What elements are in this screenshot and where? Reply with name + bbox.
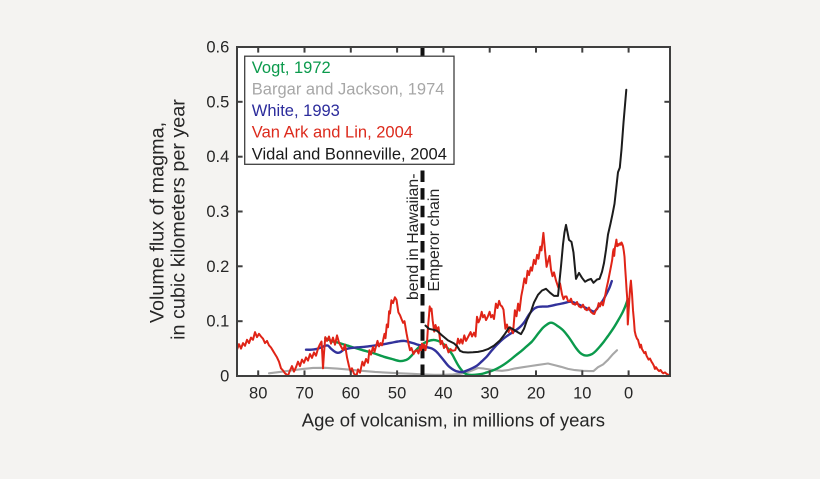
svg-text:in cubic kilometers per year: in cubic kilometers per year bbox=[168, 99, 190, 340]
svg-text:40: 40 bbox=[434, 385, 452, 403]
svg-text:Bargar and Jackson, 1974: Bargar and Jackson, 1974 bbox=[252, 81, 445, 99]
svg-text:Age of volcanism, in millions: Age of volcanism, in millions of years bbox=[302, 410, 605, 431]
svg-text:0.3: 0.3 bbox=[206, 203, 229, 221]
svg-text:Vidal and Bonneville, 2004: Vidal and Bonneville, 2004 bbox=[252, 145, 447, 163]
svg-text:0.4: 0.4 bbox=[206, 148, 229, 166]
svg-text:70: 70 bbox=[295, 385, 313, 403]
svg-text:50: 50 bbox=[388, 385, 406, 403]
svg-text:0.1: 0.1 bbox=[206, 313, 229, 331]
svg-text:bend in Hawaiian-: bend in Hawaiian- bbox=[405, 174, 422, 300]
svg-text:0.2: 0.2 bbox=[206, 258, 229, 276]
svg-text:20: 20 bbox=[527, 385, 545, 403]
svg-text:White, 1993: White, 1993 bbox=[252, 102, 340, 120]
svg-text:0.5: 0.5 bbox=[206, 93, 229, 111]
svg-text:Vogt, 1972: Vogt, 1972 bbox=[252, 59, 331, 77]
svg-text:Volume flux of magma,: Volume flux of magma, bbox=[147, 122, 169, 323]
svg-text:0: 0 bbox=[220, 368, 229, 386]
svg-text:60: 60 bbox=[342, 385, 360, 403]
svg-text:10: 10 bbox=[573, 385, 591, 403]
svg-text:0.6: 0.6 bbox=[206, 39, 229, 57]
svg-text:0: 0 bbox=[624, 385, 633, 403]
svg-text:30: 30 bbox=[481, 385, 499, 403]
svg-text:Van Ark and Lin, 2004: Van Ark and Lin, 2004 bbox=[252, 124, 413, 142]
svg-text:80: 80 bbox=[249, 385, 267, 403]
svg-text:Emperor chain: Emperor chain bbox=[426, 189, 443, 292]
